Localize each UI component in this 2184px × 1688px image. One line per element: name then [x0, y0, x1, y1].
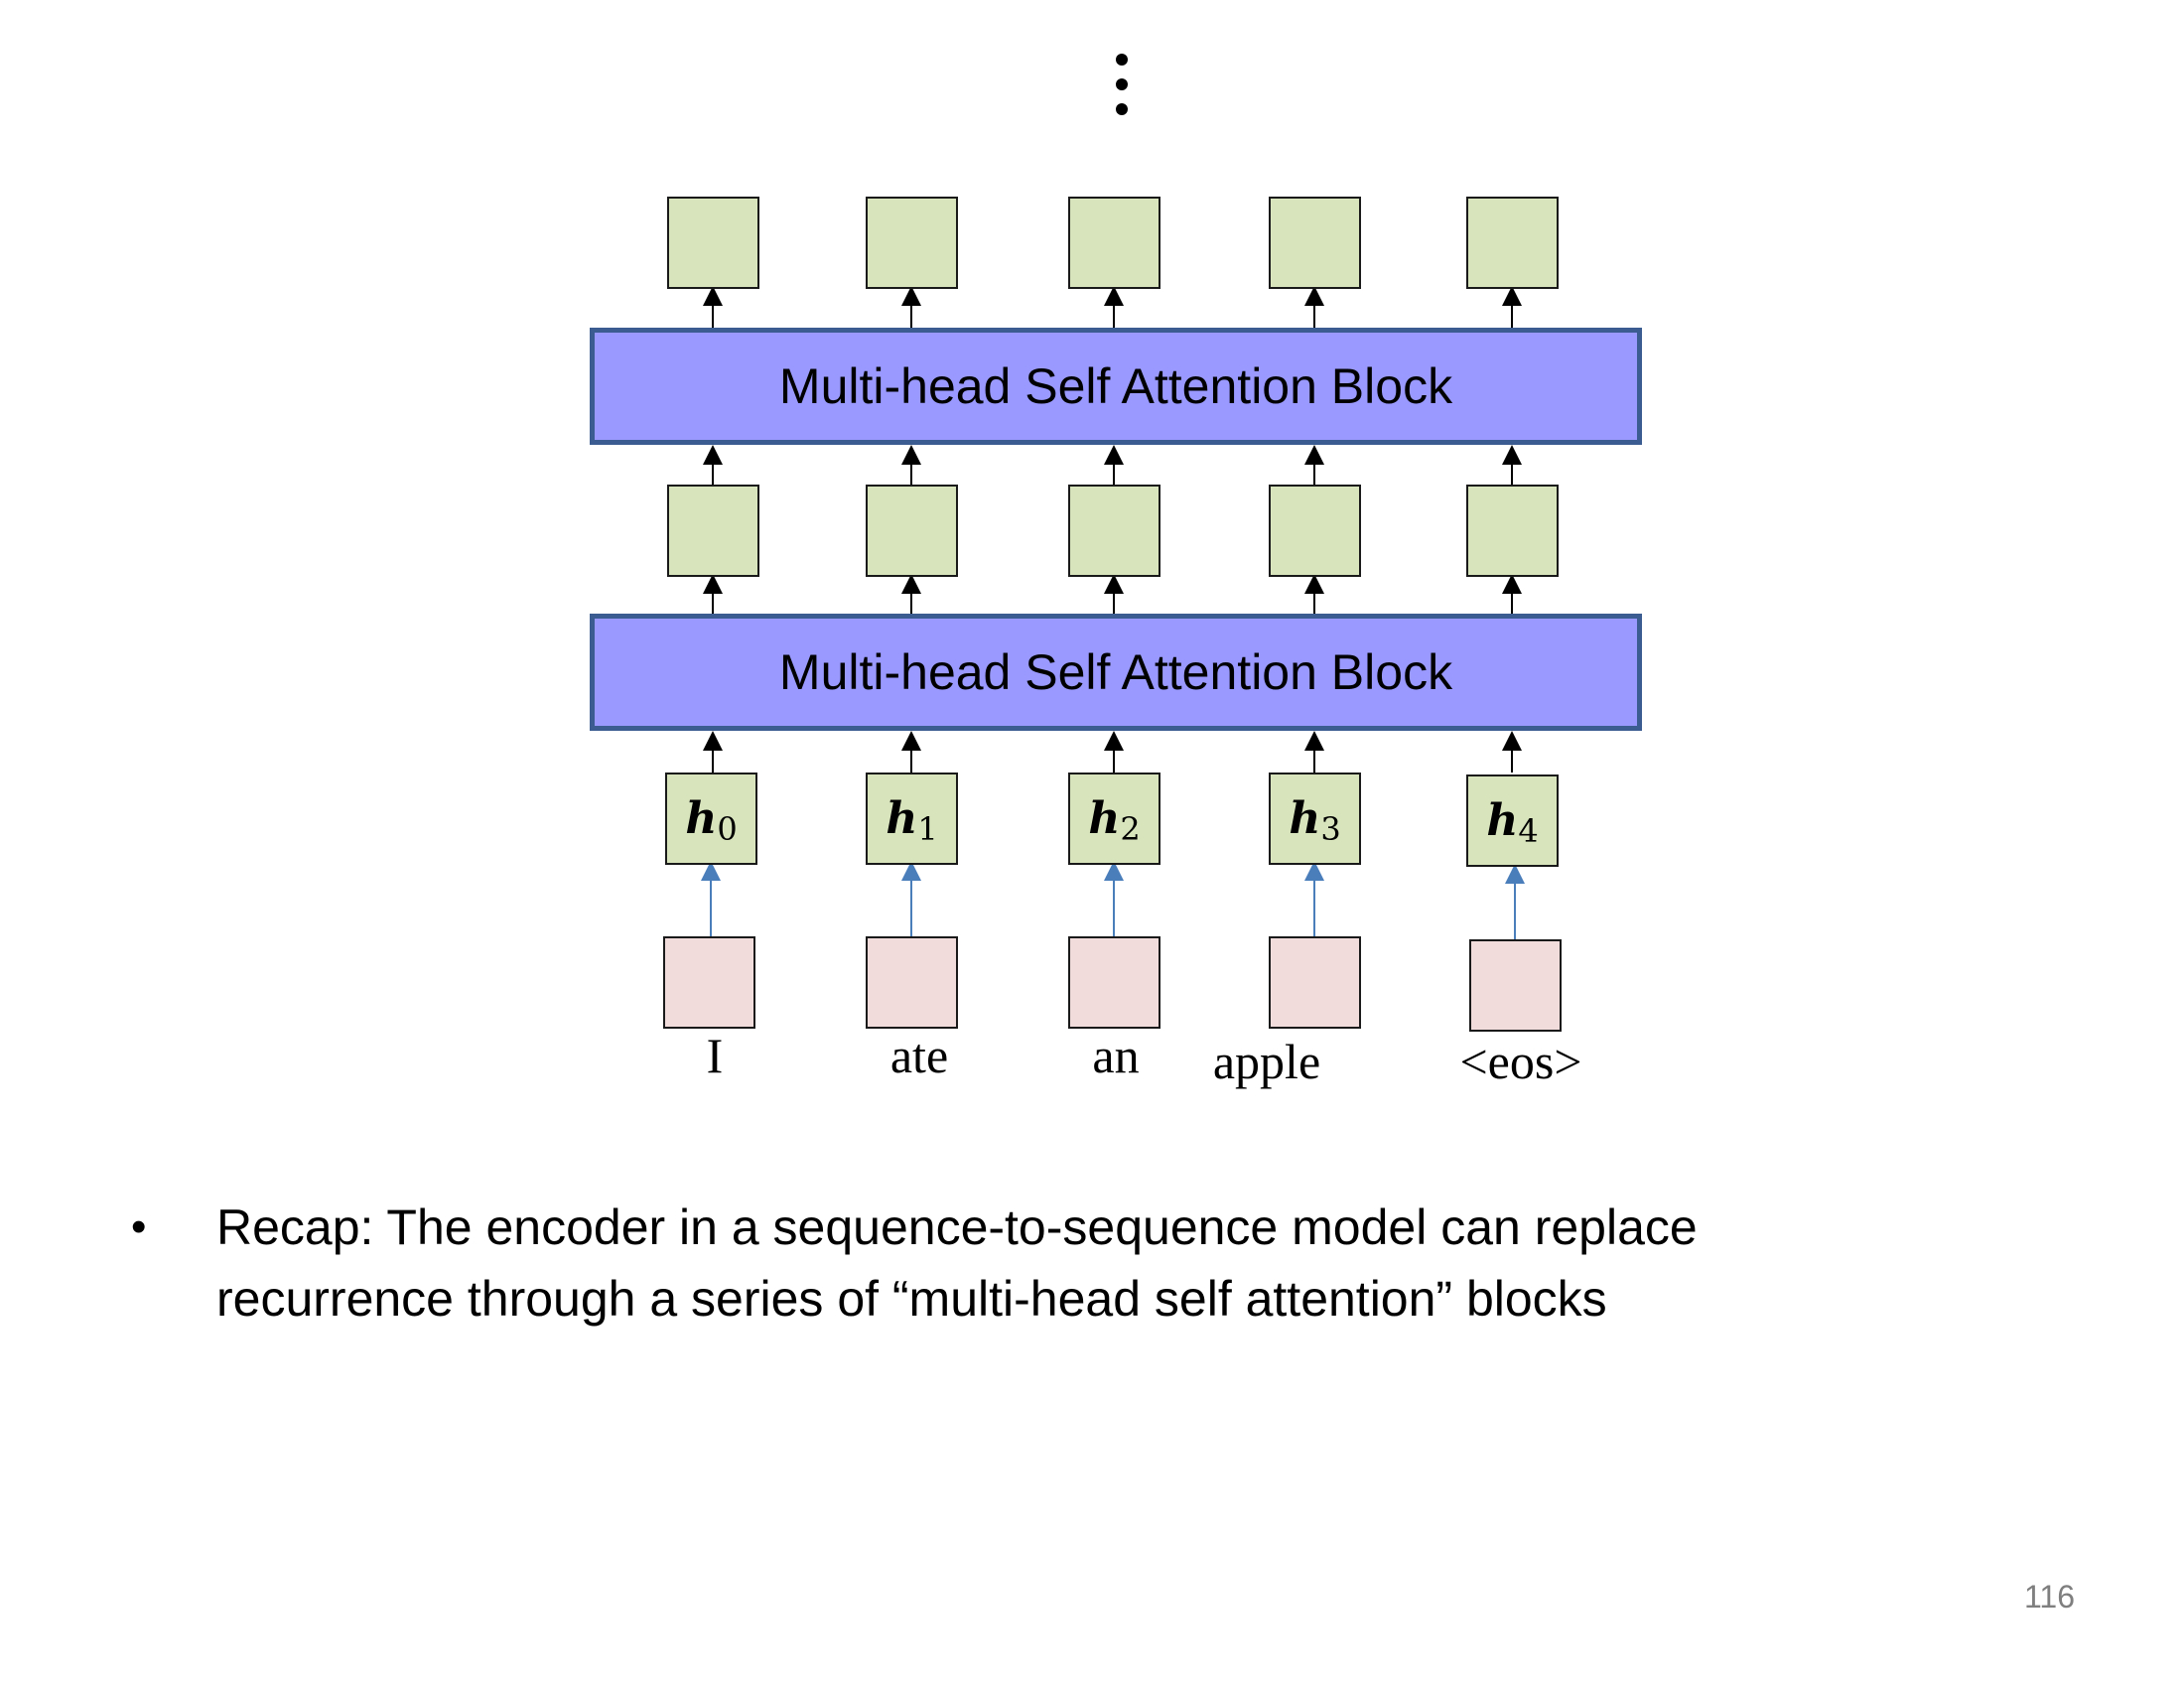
top-output-square-2: [1068, 197, 1160, 289]
middle-square-4: [1466, 485, 1559, 577]
hidden-state-h1-base: h: [886, 793, 918, 844]
hidden-state-h2-base: h: [1088, 793, 1121, 844]
hidden-state-h4-sub: 4: [1518, 811, 1539, 850]
top-output-square-1: [866, 197, 958, 289]
bullet-text: Recap: The encoder in a sequence-to-sequ…: [216, 1192, 2003, 1335]
bullet-text-line-2: recurrence through a series of “multi-he…: [216, 1271, 1607, 1327]
middle-square-0: [667, 485, 759, 577]
input-square-2: [1068, 936, 1160, 1029]
vertical-ellipsis-icon: [1108, 54, 1136, 125]
hidden-state-h1-sub: 1: [917, 809, 938, 848]
hidden-state-h3-sub: 3: [1320, 809, 1341, 848]
hidden-state-h4-base: h: [1486, 795, 1519, 846]
attention-block-lower-label: Multi-head Self Attention Block: [778, 644, 1453, 700]
middle-square-2: [1068, 485, 1160, 577]
hidden-state-h2-sub: 2: [1120, 809, 1141, 848]
input-word-1: ate: [889, 1028, 949, 1083]
input-square-0: [663, 936, 755, 1029]
input-word-2: an: [1092, 1028, 1140, 1083]
input-word-0: I: [706, 1028, 724, 1083]
hidden-state-h0-base: h: [685, 793, 718, 844]
middle-square-3: [1269, 485, 1361, 577]
input-square-4: [1469, 939, 1562, 1032]
top-output-square-0: [667, 197, 759, 289]
input-square-1: [866, 936, 958, 1029]
bullet-point: •: [131, 1202, 147, 1251]
top-output-square-4: [1466, 197, 1559, 289]
input-word-4: <eos>: [1459, 1034, 1582, 1089]
top-output-square-3: [1269, 197, 1361, 289]
attention-block-upper-label: Multi-head Self Attention Block: [778, 358, 1453, 414]
middle-square-1: [866, 485, 958, 577]
page-number: 116: [2023, 1579, 2075, 1615]
attention-block-upper: Multi-head Self Attention Block: [590, 328, 1642, 445]
input-word-3: apple: [1212, 1034, 1321, 1089]
attention-block-lower: Multi-head Self Attention Block: [590, 614, 1642, 731]
bullet-text-line-1: Recap: The encoder in a sequence-to-sequ…: [216, 1199, 1698, 1255]
hidden-state-h3-base: h: [1289, 793, 1321, 844]
input-square-3: [1269, 936, 1361, 1029]
hidden-state-h0-sub: 0: [717, 809, 738, 848]
